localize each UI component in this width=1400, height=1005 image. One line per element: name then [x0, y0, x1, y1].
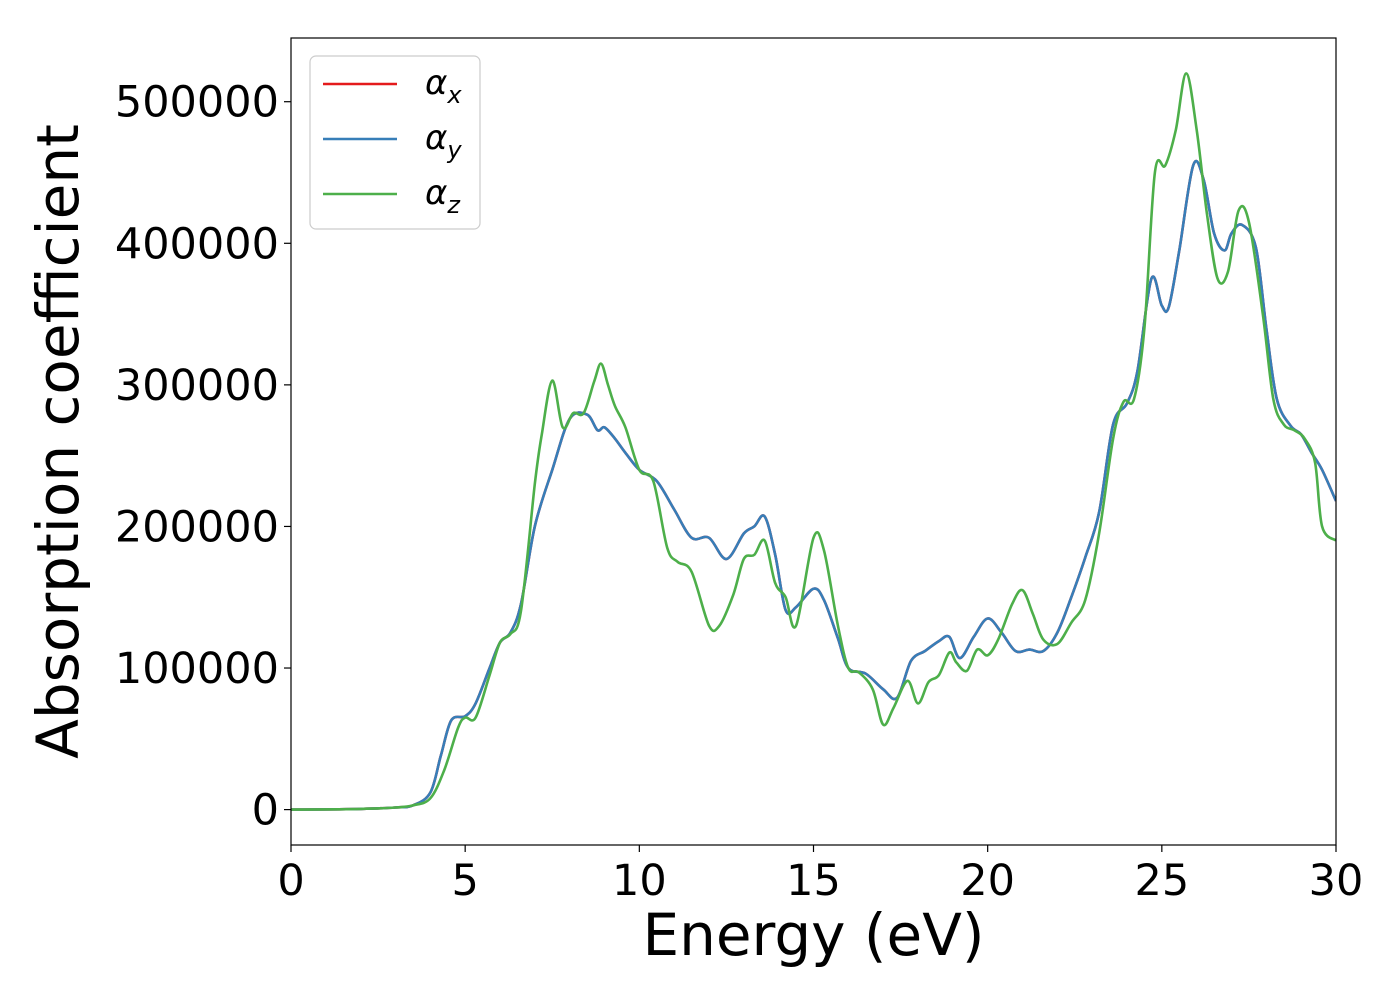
y-tick-label: 200000 — [115, 502, 279, 552]
x-axis-title: Energy (eV) — [642, 901, 984, 969]
x-tick-label: 30 — [1309, 856, 1364, 906]
legend-box — [309, 55, 481, 230]
y-tick-label: 500000 — [115, 78, 279, 128]
series-line-z — [291, 72, 1336, 811]
x-tick-label: 25 — [1134, 856, 1189, 906]
y-axis: 0 100000 200000 300000 400000 500000 — [115, 78, 291, 836]
x-tick-label: 20 — [960, 856, 1015, 906]
y-tick-label: 0 — [252, 786, 279, 836]
y-tick-label: 100000 — [115, 644, 279, 694]
y-axis-title: Absorption coefficient — [24, 124, 92, 759]
y-tick-label: 300000 — [115, 361, 279, 411]
x-tick-label: 10 — [612, 856, 667, 906]
series-layer — [291, 72, 1336, 811]
series-line-y — [291, 159, 1336, 811]
y-tick-label: 400000 — [115, 219, 279, 269]
x-tick-label: 0 — [277, 856, 304, 906]
x-axis: 0 5 10 15 20 25 30 — [277, 845, 1363, 906]
x-tick-label: 15 — [786, 856, 841, 906]
x-tick-label: 5 — [451, 856, 478, 906]
